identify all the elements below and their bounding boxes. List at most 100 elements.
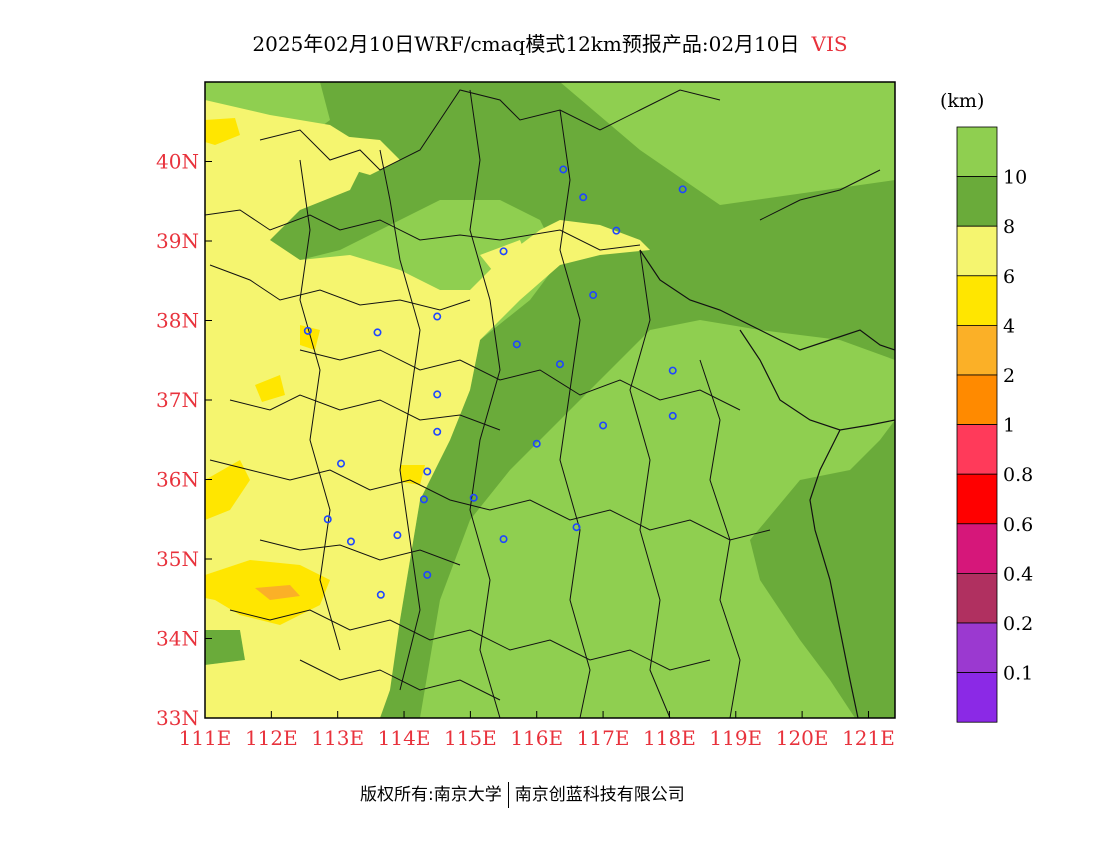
city-marker bbox=[419, 495, 428, 504]
colorbar-label: 0.8 bbox=[1003, 464, 1033, 486]
city-marker bbox=[668, 411, 677, 420]
city-marker bbox=[393, 531, 402, 540]
copyright-left: 版权所有:南京大学 bbox=[360, 785, 502, 805]
colorbar-label: 1 bbox=[1003, 415, 1015, 437]
field-vis-8-10-north bbox=[240, 82, 895, 718]
lon-tick-label: 120E bbox=[776, 726, 829, 750]
city-marker bbox=[303, 326, 312, 335]
boundary-line bbox=[299, 349, 741, 411]
lat-tick-label: 37N bbox=[156, 388, 199, 412]
city-marker bbox=[433, 312, 442, 321]
city-marker bbox=[469, 493, 478, 502]
city-marker bbox=[433, 390, 442, 399]
colorbar-swatch bbox=[956, 672, 998, 723]
boundary-line bbox=[759, 169, 881, 221]
city-marker bbox=[579, 193, 588, 202]
colorbar-swatch bbox=[956, 324, 998, 376]
lat-tick-label: 38N bbox=[156, 309, 199, 333]
colorbar-swatch bbox=[956, 622, 998, 673]
title-main: 2025年02月10日WRF/cmaq模式12km预报产品:02月10日 bbox=[252, 32, 800, 56]
title-variable: VIS bbox=[811, 32, 848, 56]
lat-tick-label: 40N bbox=[156, 150, 199, 174]
colorbar-swatch bbox=[956, 473, 998, 525]
city-marker bbox=[612, 226, 621, 235]
colorbar-swatch bbox=[956, 176, 998, 227]
boundary-line bbox=[559, 109, 591, 718]
colorbar-label: 0.4 bbox=[1003, 563, 1033, 585]
field-vis-8-10-sw bbox=[205, 630, 245, 665]
colorbar-label: 6 bbox=[1003, 266, 1015, 288]
lat-tick-label: 39N bbox=[156, 229, 199, 253]
colorbar-swatch bbox=[956, 126, 998, 177]
city-marker bbox=[589, 291, 598, 300]
lat-tick-label: 36N bbox=[156, 468, 199, 492]
lat-tick-label: 33N bbox=[156, 706, 199, 730]
lat-tick-label: 34N bbox=[156, 627, 199, 651]
colorbar-label: 0.1 bbox=[1003, 663, 1033, 685]
boundary-line bbox=[299, 159, 341, 651]
admin-boundaries bbox=[205, 89, 895, 718]
field-vis-6-8-north2 bbox=[480, 240, 530, 280]
colorbar-swatch bbox=[956, 225, 998, 277]
field-vis-6-8-west bbox=[205, 100, 650, 718]
boundary-line bbox=[229, 609, 711, 671]
field-vis-4-6-e bbox=[255, 375, 285, 402]
boundary-line bbox=[469, 89, 501, 718]
chart-title: 2025年02月10日WRF/cmaq模式12km预报产品:02月10日 VIS bbox=[0, 28, 1100, 57]
colorbar-label: 0.2 bbox=[1003, 613, 1033, 635]
lat-tick-label: 35N bbox=[156, 547, 199, 571]
colorbar-label: 8 bbox=[1003, 216, 1015, 238]
lon-tick-label: 114E bbox=[378, 726, 431, 750]
colorbar-label: 2 bbox=[1003, 365, 1015, 387]
city-marker bbox=[678, 185, 687, 194]
boundary-line bbox=[229, 394, 501, 431]
boundary-line bbox=[299, 659, 501, 701]
colorbar-swatch bbox=[956, 573, 998, 624]
city-marker bbox=[555, 360, 564, 369]
boundary-line bbox=[209, 264, 471, 311]
copyright-footer: 版权所有:南京大学 南京创蓝科技有限公司 bbox=[360, 780, 685, 808]
city-marker bbox=[373, 328, 382, 337]
lon-tick-label: 118E bbox=[643, 726, 696, 750]
lon-tick-label: 121E bbox=[842, 726, 895, 750]
city-marker bbox=[559, 165, 568, 174]
city-marker bbox=[376, 590, 385, 599]
lon-tick-label: 112E bbox=[245, 726, 298, 750]
city-marker bbox=[423, 570, 432, 579]
colorbar-label: 4 bbox=[1003, 315, 1015, 337]
city-marker bbox=[512, 340, 521, 349]
colorbar-swatch bbox=[956, 523, 998, 574]
copyright-right: 南京创蓝科技有限公司 bbox=[514, 785, 685, 805]
colorbar-swatch bbox=[956, 275, 998, 326]
boundary-line bbox=[259, 89, 721, 171]
lon-tick-label: 113E bbox=[311, 726, 364, 750]
boundary-line bbox=[379, 149, 421, 691]
lon-axis: 111E 112E 113E 114E 115E 116E 117E 118E 119E 120E… bbox=[179, 711, 895, 750]
city-marker bbox=[668, 366, 677, 375]
colorbar-label: 10 bbox=[1003, 167, 1027, 189]
coastline bbox=[639, 249, 895, 351]
copyright-separator bbox=[507, 782, 509, 808]
city-markers bbox=[303, 165, 687, 599]
city-marker bbox=[346, 537, 355, 546]
boundary-line bbox=[629, 249, 671, 718]
city-marker bbox=[572, 523, 581, 532]
field-vis-2-4 bbox=[255, 585, 300, 600]
colorbar-swatch bbox=[956, 424, 998, 475]
coastline bbox=[809, 429, 859, 718]
city-marker bbox=[433, 427, 442, 436]
colorbar-swatch bbox=[956, 374, 998, 425]
city-marker bbox=[499, 247, 508, 256]
boundary-line bbox=[209, 459, 771, 541]
city-marker bbox=[599, 421, 608, 430]
boundary-line bbox=[205, 209, 641, 251]
lat-axis: 33N 34N 35N 36N 37N 38N 39N 40N bbox=[156, 150, 212, 730]
colorbar-label: 0.6 bbox=[1003, 514, 1033, 536]
city-marker bbox=[337, 459, 346, 468]
lon-tick-label: 119E bbox=[709, 726, 762, 750]
city-marker bbox=[423, 467, 432, 476]
colorbar: 10 8 6 4 2 1 0.8 0.6 0.4 0.2 0.1 bbox=[956, 126, 1033, 723]
field-vis-4-6-f bbox=[400, 465, 425, 485]
city-marker bbox=[323, 515, 332, 524]
